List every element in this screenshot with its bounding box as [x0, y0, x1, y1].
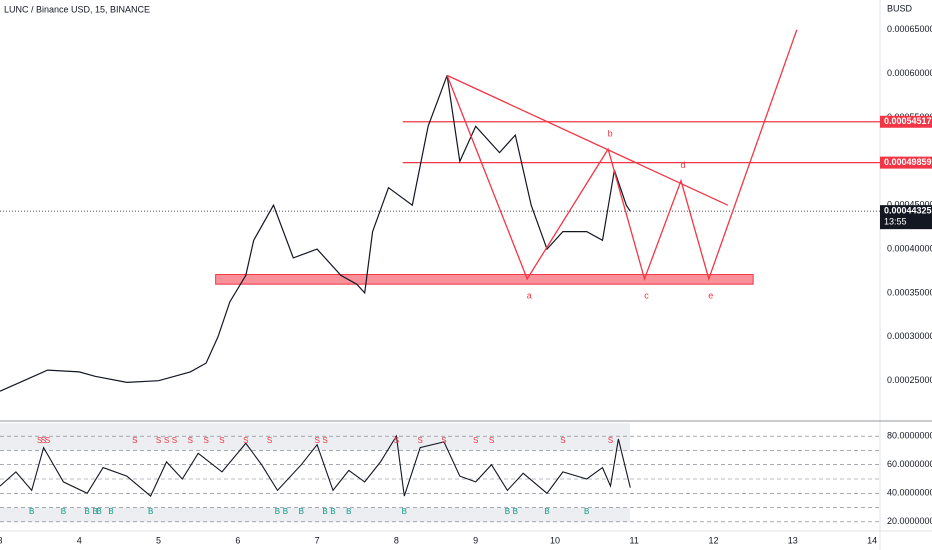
- x-tick-label: 10: [550, 535, 560, 545]
- support-zone: [215, 274, 754, 285]
- price-label: 0.00054517: [884, 116, 932, 126]
- y-tick-label: 60.00000000: [887, 459, 932, 469]
- trendline: [446, 74, 729, 206]
- chart-title: LUNC / Binance USD, 15, BINANCE: [4, 4, 150, 14]
- sell-signal: S: [45, 436, 50, 445]
- sell-signal: S: [188, 436, 193, 445]
- sell-signal: S: [41, 436, 46, 445]
- x-tick-label: 8: [394, 535, 399, 545]
- buy-signal: B: [584, 507, 589, 516]
- sell-signal: S: [394, 436, 399, 445]
- sell-signal: S: [473, 436, 478, 445]
- sell-signal: S: [489, 436, 494, 445]
- sell-signal: S: [418, 436, 423, 445]
- y-tick-label: 80.00000000: [887, 431, 932, 441]
- x-tick-label: 9: [473, 535, 478, 545]
- sell-signal: S: [203, 436, 208, 445]
- sell-signal: S: [156, 436, 161, 445]
- buy-signal: B: [330, 507, 335, 516]
- buy-signal: B: [505, 507, 510, 516]
- y-tick-label: 40.00000000: [887, 488, 932, 498]
- sell-signal: S: [322, 436, 327, 445]
- y-tick-label: 0.00030000: [887, 331, 932, 341]
- x-tick-label: 7: [315, 535, 320, 545]
- wave-label: a: [527, 290, 532, 300]
- x-tick-label: 6: [235, 535, 240, 545]
- x-tick-label: 11: [630, 535, 639, 545]
- sell-signal: S: [37, 436, 42, 445]
- last-price-bg: [880, 205, 932, 230]
- price-line: [0, 75, 631, 392]
- wave-label: e: [708, 290, 713, 300]
- buy-signal: B: [283, 507, 288, 516]
- buy-signal: B: [402, 507, 407, 516]
- buy-signal: B: [299, 507, 304, 516]
- sell-signal: S: [441, 436, 446, 445]
- x-tick-label: 13: [788, 535, 798, 545]
- sell-signal: S: [243, 436, 248, 445]
- price-label-bg: [880, 156, 932, 169]
- overbought-band: [0, 423, 630, 451]
- buy-signal: B: [513, 507, 518, 516]
- sell-signal: S: [172, 436, 177, 445]
- wave-label: b: [608, 128, 613, 138]
- wave-label: c: [644, 290, 649, 300]
- y-tick-label: 20.00000000: [887, 516, 932, 526]
- x-tick-label: 12: [709, 535, 719, 545]
- buy-signal: B: [322, 507, 327, 516]
- buy-signal: B: [92, 507, 97, 516]
- sell-signal: S: [164, 436, 169, 445]
- buy-signal: B: [29, 507, 34, 516]
- x-tick-label: 3: [0, 535, 3, 545]
- buy-signal: B: [108, 507, 113, 516]
- sell-signal: S: [314, 436, 319, 445]
- y-tick-label: 0.00025000: [887, 375, 932, 385]
- buy-signal: B: [544, 507, 549, 516]
- sell-signal: S: [560, 436, 565, 445]
- last-price-label: 0.00044325: [884, 206, 932, 216]
- x-tick-label: 4: [77, 535, 82, 545]
- sell-signal: S: [608, 436, 613, 445]
- y-tick-label: 0.00040000: [887, 243, 932, 253]
- countdown-label: 13:55: [884, 217, 907, 227]
- x-tick-label: 5: [156, 535, 161, 545]
- y-tick-label: 0.00065000: [887, 24, 932, 34]
- sell-signal: S: [267, 436, 272, 445]
- sell-signal: S: [219, 436, 224, 445]
- oscillator-line: [0, 434, 631, 497]
- price-label-bg: [880, 115, 932, 128]
- buy-signal: B: [61, 507, 66, 516]
- buy-signal: B: [346, 507, 351, 516]
- buy-signal: B: [275, 507, 280, 516]
- y-tick-label: 0.00060000: [887, 68, 932, 78]
- buy-signal: B: [85, 507, 90, 516]
- buy-signal: B: [96, 507, 101, 516]
- x-tick-label: 14: [867, 535, 877, 545]
- wave-pattern: [446, 29, 798, 282]
- y-tick-label: 0.00045000: [887, 200, 932, 210]
- price-label: 0.00049859: [884, 157, 932, 167]
- y-tick-label: 0.00035000: [887, 287, 932, 297]
- oversold-band: [0, 507, 630, 522]
- sell-signal: S: [132, 436, 137, 445]
- wave-label: d: [681, 160, 686, 170]
- buy-signal: B: [148, 507, 153, 516]
- currency-label: BUSD: [887, 3, 913, 13]
